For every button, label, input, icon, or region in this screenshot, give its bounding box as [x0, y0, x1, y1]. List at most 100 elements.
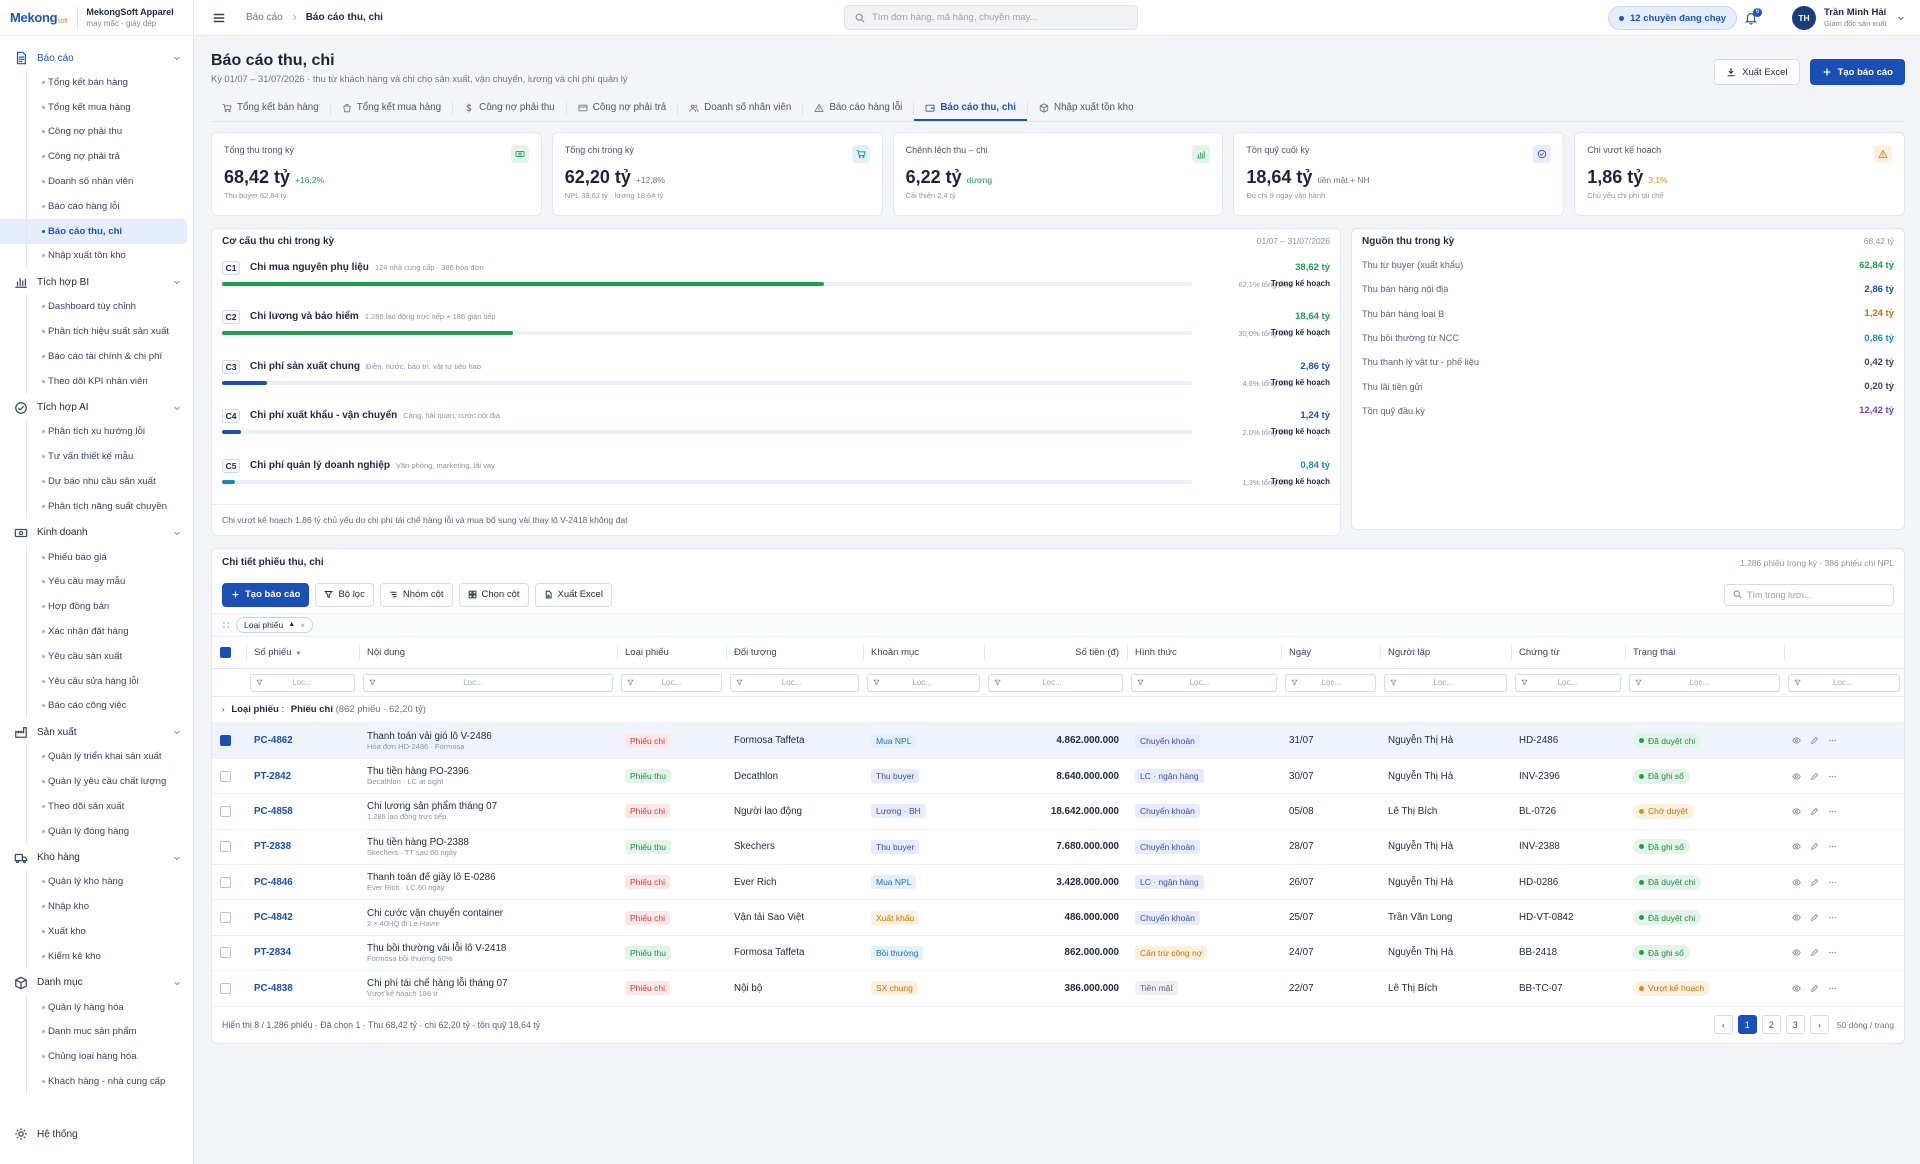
- row-checkbox[interactable]: [220, 912, 231, 924]
- more-icon[interactable]: [1828, 948, 1837, 957]
- sidebar-item[interactable]: Nhập xuất tồn kho: [0, 243, 193, 269]
- sidebar-item[interactable]: Theo dõi sản xuất: [0, 793, 193, 819]
- voucher-id-link[interactable]: PC-4842: [254, 912, 293, 924]
- kpi-card[interactable]: Chênh lệch thu – chi 6,22 tỷ dương Cải thiệ…: [892, 132, 1224, 216]
- sidebar-item[interactable]: Kiểm kê kho: [0, 943, 193, 969]
- sidebar-item[interactable]: Xuất kho: [0, 919, 193, 944]
- column-header[interactable]: Nội dung: [359, 636, 617, 670]
- more-icon[interactable]: [1828, 984, 1837, 993]
- voucher-id-link[interactable]: PT-2838: [254, 841, 292, 853]
- kpi-card[interactable]: Tổng chi trong kỳ 62,20 tỷ +12,8% NPL 38,62…: [551, 132, 883, 216]
- column-header[interactable]: Số tiền (đ): [984, 636, 1127, 670]
- sidebar-item[interactable]: Dashboard tùy chỉnh: [0, 294, 193, 319]
- income-source-row[interactable]: Thu bán hàng nội địa 2,86 tỷ: [1352, 277, 1904, 301]
- income-source-row[interactable]: Thu thanh lý vật tư - phế liệu 0,42 tỷ: [1352, 350, 1904, 374]
- table-row[interactable]: PC-4862 Thanh toán vải gió lô V-2486 Hóa đ…: [212, 722, 1904, 759]
- sidebar-item[interactable]: Tổng kết mua hàng: [0, 94, 193, 120]
- grid-search-input[interactable]: Tìm trong lưới...: [1724, 583, 1894, 606]
- more-icon[interactable]: [1828, 772, 1837, 781]
- sidebar-group-4[interactable]: Sản xuất: [0, 720, 193, 744]
- sidebar-item[interactable]: Tổng kết bán hàng: [0, 70, 193, 95]
- sidebar-item[interactable]: Yêu cầu sản xuất: [0, 643, 193, 669]
- column-header[interactable]: Số phiếu ▼: [246, 636, 359, 670]
- page-size-select[interactable]: 50 dòng / trang: [1836, 1019, 1894, 1030]
- more-icon[interactable]: [1828, 842, 1837, 851]
- voucher-id-link[interactable]: PC-4846: [254, 876, 293, 888]
- bell-icon[interactable]: [1744, 11, 1758, 25]
- sidebar-item[interactable]: Phân tích xu hướng lỗi: [0, 419, 193, 445]
- table-row[interactable]: PT-2842 Thu tiền hàng PO-2396 Decathlon · …: [212, 758, 1904, 795]
- sidebar-group-1[interactable]: Tích hợp BI: [0, 270, 193, 294]
- column-filter-input[interactable]: Lọc...: [1131, 673, 1277, 692]
- voucher-id-link[interactable]: PT-2842: [254, 770, 292, 782]
- row-checkbox[interactable]: [220, 876, 231, 888]
- table-export-button[interactable]: Xuất Excel: [534, 582, 612, 607]
- voucher-id-link[interactable]: PC-4838: [254, 982, 293, 994]
- row-checkbox[interactable]: [220, 805, 231, 817]
- group-columns-button[interactable]: Nhóm cột: [379, 582, 453, 607]
- tab-5[interactable]: Báo cáo hàng lỗi: [803, 96, 913, 121]
- tab-3[interactable]: Công nợ phải trả: [567, 96, 677, 121]
- structure-row[interactable]: C3 Chi phí sản xuất chung Điện, nước, bảo …: [222, 352, 1330, 401]
- sidebar-item[interactable]: Tư vấn thiết kế mẫu: [0, 444, 193, 469]
- table-row[interactable]: PC-4846 Thanh toán đế giày lô E-0286 Ever …: [212, 864, 1904, 901]
- income-source-row[interactable]: Thu lãi tiền gửi 0,20 tỷ: [1352, 374, 1904, 398]
- eye-icon[interactable]: [1792, 807, 1801, 816]
- table-create-report-button[interactable]: Tạo báo cáo: [222, 582, 310, 607]
- row-checkbox[interactable]: [220, 982, 231, 994]
- column-header[interactable]: Ngày: [1281, 636, 1380, 670]
- sidebar-group-3[interactable]: Kinh doanh: [0, 521, 193, 545]
- choose-columns-button[interactable]: Chọn cột: [458, 582, 529, 607]
- create-report-button[interactable]: Tạo báo cáo: [1809, 59, 1905, 85]
- structure-row[interactable]: C2 Chi lương và bảo hiểm 1.286 lao động tr…: [222, 302, 1330, 351]
- user-menu[interactable]: TH Trần Minh Hải Giám đốc sản xuất: [1792, 6, 1905, 30]
- table-row[interactable]: PT-2838 Thu tiền hàng PO-2388 Skechers · T…: [212, 829, 1904, 866]
- edit-icon[interactable]: [1810, 878, 1819, 887]
- column-header[interactable]: Chứng từ: [1511, 636, 1625, 670]
- tab-4[interactable]: Doanh số nhân viên: [678, 96, 802, 121]
- column-filter-input[interactable]: Lọc...: [363, 673, 613, 692]
- sidebar-item[interactable]: Chủng loại hàng hóa: [0, 1044, 193, 1069]
- next-page-button[interactable]: ›: [1809, 1015, 1829, 1035]
- column-filter-input[interactable]: Lọc...: [1788, 673, 1900, 692]
- column-filter-input[interactable]: Lọc...: [730, 673, 859, 692]
- column-filter-input[interactable]: Lọc...: [1515, 673, 1621, 692]
- kpi-card[interactable]: Tồn quỹ cuối kỳ 18,64 tỷ tiền mặt + NH Đủ c…: [1233, 132, 1565, 216]
- voucher-id-link[interactable]: PC-4858: [254, 805, 293, 817]
- sidebar-group-6[interactable]: Danh mục: [0, 971, 193, 995]
- filter-button[interactable]: Bộ lọc: [315, 582, 374, 607]
- eye-icon[interactable]: [1792, 772, 1801, 781]
- sidebar-item[interactable]: Dự báo nhu cầu sản xuất: [0, 469, 193, 494]
- voucher-id-link[interactable]: PT-2834: [254, 947, 292, 959]
- sidebar-group-system[interactable]: Hệ thống: [0, 1122, 193, 1146]
- table-row[interactable]: PC-4838 Chi phí tái chế hàng lỗi tháng 07…: [212, 970, 1904, 1007]
- select-all-checkbox[interactable]: [220, 647, 231, 659]
- eye-icon[interactable]: [1792, 842, 1801, 851]
- sidebar-item[interactable]: Báo cáo tài chính & chi phí: [0, 343, 193, 369]
- kpi-card[interactable]: Chi vượt kế hoạch 1,86 tỷ 3,1% Chủ yếu chi …: [1574, 132, 1905, 216]
- row-checkbox[interactable]: [220, 735, 231, 747]
- income-source-row[interactable]: Thu từ buyer (xuất khẩu) 62,84 tỷ: [1352, 253, 1904, 277]
- row-checkbox[interactable]: [220, 770, 231, 782]
- income-source-row[interactable]: Thu bán hàng loại B 1,24 tỷ: [1352, 302, 1904, 326]
- sidebar-item[interactable]: Nhập kho: [0, 894, 193, 919]
- income-source-row[interactable]: Tồn quỹ đầu kỳ 12,42 tỷ: [1352, 399, 1904, 423]
- logo[interactable]: Mekongsoft: [10, 10, 68, 25]
- sidebar-item-system[interactable]: Hệ thống: [0, 1120, 193, 1146]
- sidebar-item[interactable]: Báo cáo công việc: [0, 693, 193, 719]
- chevron-right-icon[interactable]: ›: [222, 705, 225, 715]
- row-checkbox[interactable]: [220, 947, 231, 959]
- column-header[interactable]: Người lập: [1380, 636, 1511, 670]
- sidebar-item[interactable]: Quản lý triển khai sản xuất: [0, 744, 193, 769]
- more-icon[interactable]: [1828, 878, 1837, 887]
- sidebar-item[interactable]: Hợp đồng bán: [0, 594, 193, 619]
- eye-icon[interactable]: [1792, 736, 1801, 745]
- structure-row[interactable]: C5 Chi phí quản lý doanh nghiệp Văn phòng,…: [222, 451, 1330, 500]
- running-lines-badge[interactable]: 12 chuyền đang chạy: [1608, 6, 1738, 30]
- group-row[interactable]: › Loại phiếu : Phiếu chi (862 phiếu · 62…: [212, 696, 1904, 724]
- prev-page-button[interactable]: ‹: [1713, 1015, 1733, 1035]
- sidebar-item[interactable]: Quản lý kho hàng: [0, 869, 193, 895]
- sidebar-item[interactable]: Báo cáo hàng lỗi: [0, 193, 193, 219]
- sidebar-item[interactable]: Yêu cầu may mẫu: [0, 569, 193, 595]
- more-icon[interactable]: [1828, 807, 1837, 816]
